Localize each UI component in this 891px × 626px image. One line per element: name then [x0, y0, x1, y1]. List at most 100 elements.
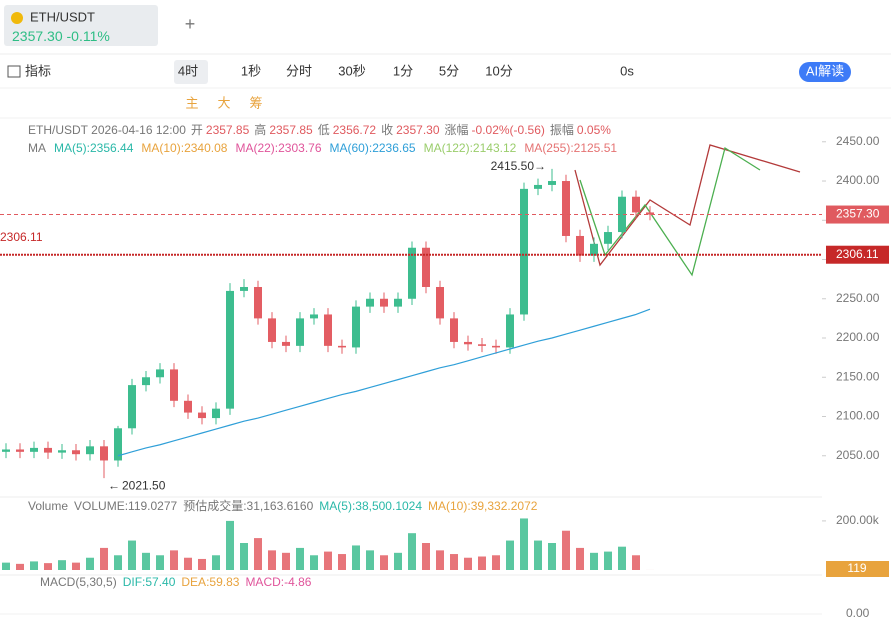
interval[interactable]: 分时: [286, 63, 312, 78]
candle-body: [366, 298, 374, 307]
tab-symbol: ETH/USDT: [30, 9, 95, 24]
y-tick-label: 2100.00: [836, 409, 880, 423]
candle-body: [226, 290, 234, 409]
ai-button[interactable]: [799, 62, 851, 82]
annotation-arrow: ←: [108, 478, 120, 492]
legend-key: 开: [191, 123, 203, 137]
countdown: 0s: [620, 63, 634, 78]
volume-bar: [58, 560, 66, 570]
volume-bar: [254, 538, 262, 570]
volume-bar: [632, 555, 640, 570]
candle-body: [632, 196, 640, 213]
y-tick-label: 2150.00: [836, 369, 880, 383]
candle-body: [30, 447, 38, 452]
volume-tick-label: 200.00k: [836, 513, 880, 527]
interval[interactable]: 1分: [393, 63, 413, 78]
candle-body: [520, 188, 528, 315]
candle-body: [240, 286, 248, 291]
annotation-arrow: →: [534, 159, 546, 173]
interval[interactable]: 30秒: [338, 63, 365, 78]
macd-item: MACD(5,30,5): [40, 575, 117, 589]
time: 2026-04-16 12:00: [91, 123, 186, 137]
draw-tool[interactable]: 大: [217, 95, 230, 110]
candle-body: [44, 447, 52, 453]
candle-body: [114, 428, 122, 461]
volume-item: MA(10):39,332.2072: [428, 499, 538, 513]
volume-bar: [310, 555, 318, 570]
user-drawing[interactable]: [579, 146, 761, 277]
candle-body: [16, 449, 24, 452]
volume-item: MA(5):38,500.1024: [319, 499, 422, 513]
volume-bar: [534, 540, 542, 570]
candle-body: [156, 369, 164, 378]
volume-bar: [604, 551, 612, 570]
candle-body: [352, 306, 360, 348]
candle-body: [324, 314, 332, 346]
candle-body: [408, 247, 416, 299]
volume-item: Volume: [28, 499, 68, 513]
volume-bar: [184, 557, 192, 570]
candle-body: [534, 184, 542, 189]
candle-body: [170, 369, 178, 401]
change: -0.11%: [67, 28, 110, 44]
candle-body: [198, 412, 206, 419]
candle-body: [72, 450, 80, 455]
volume-bar: [226, 520, 234, 570]
candle-body: [142, 377, 150, 386]
candle-body: [268, 318, 276, 342]
symbol-tab[interactable]: [4, 5, 158, 46]
price-badge: [826, 205, 889, 224]
interval[interactable]: 4时: [178, 63, 198, 78]
volume-bar: [128, 540, 136, 570]
ma-item: MA(255):2125.51: [524, 141, 617, 155]
volume-badge-label: 119: [847, 561, 866, 575]
ai-label: AI解读: [806, 63, 844, 78]
volume-bar: [282, 552, 290, 570]
volume-bar: [450, 554, 458, 570]
volume-bar: [170, 550, 178, 570]
ma-item: MA(60):2236.65: [330, 141, 416, 155]
user-drawing[interactable]: [574, 144, 801, 267]
volume-bar: [590, 552, 598, 570]
macd-item: DIF:57.40: [123, 575, 176, 589]
candle-body: [604, 232, 612, 244]
y-tick-label: 2450.00: [836, 134, 880, 148]
volume-bar: [114, 555, 122, 570]
volume-bar: [408, 533, 416, 570]
interval[interactable]: 5分: [439, 63, 459, 78]
draw-tool[interactable]: 主: [185, 95, 198, 110]
tab-price: 2357.30 -0.11%: [12, 28, 110, 44]
legend-value: 2357.30: [396, 123, 440, 137]
price-badge-label: 2357.30: [836, 207, 880, 221]
candle-body: [394, 298, 402, 307]
draw-tool[interactable]: 筹: [249, 95, 262, 110]
candle-body: [562, 181, 570, 236]
candle-body: [450, 318, 458, 342]
y-tick-label: 2200.00: [836, 330, 880, 344]
candle-body: [576, 235, 584, 256]
add-tab[interactable]: +: [185, 14, 196, 34]
y-tick-label: 2400.00: [836, 173, 880, 187]
ma-legend: MA MA(5):2356.44 MA(10):2340.08 MA(22):2303…: [28, 141, 617, 155]
y-tick-label: 2250.00: [836, 291, 880, 305]
price-annotation: 2415.50: [491, 159, 535, 173]
interval[interactable]: 1秒: [241, 63, 261, 78]
legend-key: 涨幅: [445, 122, 469, 137]
volume-bar: [380, 555, 388, 570]
candle-body: [296, 318, 304, 346]
indicators[interactable]: 指标: [25, 63, 51, 78]
macd-item: MACD:-4.86: [245, 575, 311, 589]
candle-body: [548, 181, 556, 185]
volume-bar: [2, 562, 10, 570]
candle-body: [310, 314, 318, 319]
volume-bar: [212, 555, 220, 570]
volume-bar: [72, 562, 80, 570]
legend-value: 0.05%: [577, 123, 611, 137]
candle-body: [184, 400, 192, 413]
price-annotation: 2021.50: [122, 478, 166, 492]
interval[interactable]: 10分: [485, 63, 512, 78]
volume-bar: [394, 552, 402, 570]
alert-left-label: 2306.11: [0, 230, 43, 244]
legend-key: 收: [381, 123, 393, 137]
